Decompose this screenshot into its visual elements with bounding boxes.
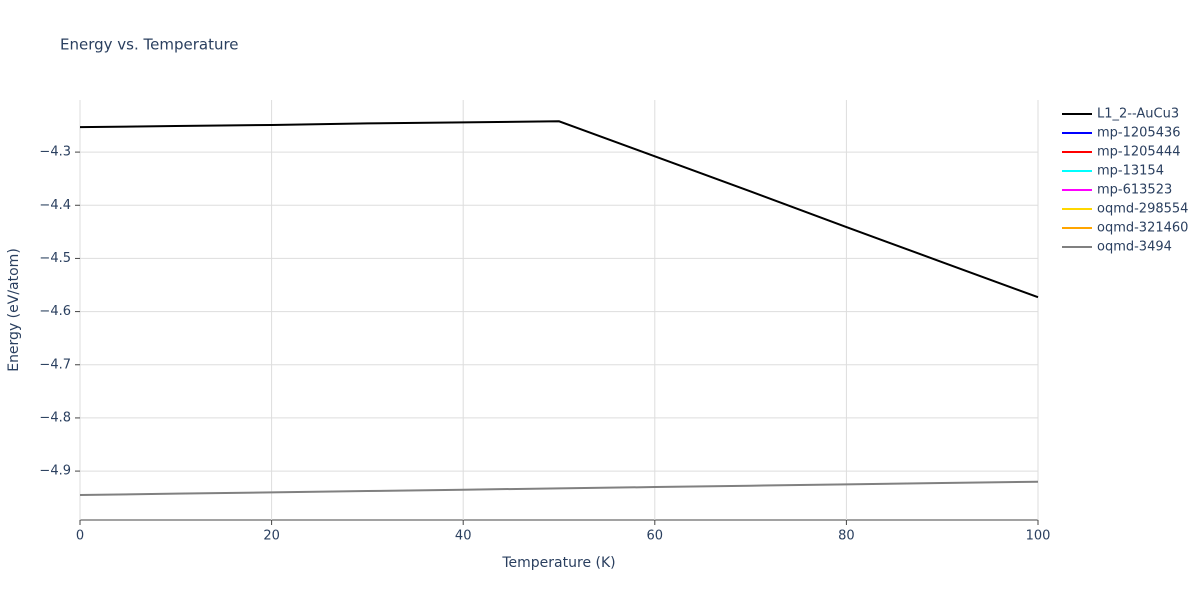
y-tick-label: −4.9 <box>39 464 71 479</box>
line-series <box>79 120 1039 299</box>
y-tick-label: −4.3 <box>39 145 71 160</box>
x-tick-label: 0 <box>76 529 84 544</box>
y-tick-label: −4.4 <box>39 198 71 213</box>
legend-label: L1_2--AuCu3 <box>1097 107 1179 122</box>
x-tick-label: 100 <box>1026 529 1051 544</box>
y-tick-label: −4.8 <box>39 410 71 425</box>
x-tick-label: 20 <box>263 529 280 544</box>
y-tick-label: −4.5 <box>39 251 71 266</box>
line-series <box>79 480 1039 497</box>
legend-label: mp-1205444 <box>1097 145 1181 160</box>
x-tick-label: 40 <box>455 529 472 544</box>
y-axis-title: Energy (eV/atom) <box>6 248 22 372</box>
legend-label: oqmd-321460 <box>1097 221 1188 236</box>
legend-label: oqmd-298554 <box>1097 202 1188 217</box>
x-tick-label: 80 <box>838 529 855 544</box>
y-tick-label: −4.7 <box>39 357 71 372</box>
y-tick-label: −4.6 <box>39 304 71 319</box>
x-tick-label: 60 <box>647 529 664 544</box>
legend-label: mp-613523 <box>1097 183 1172 198</box>
chart-title: Energy vs. Temperature <box>60 36 239 54</box>
x-axis-title: Temperature (K) <box>501 555 615 571</box>
legend-label: oqmd-3494 <box>1097 240 1172 255</box>
legend-label: mp-1205436 <box>1097 126 1181 141</box>
legend-label: mp-13154 <box>1097 164 1164 179</box>
